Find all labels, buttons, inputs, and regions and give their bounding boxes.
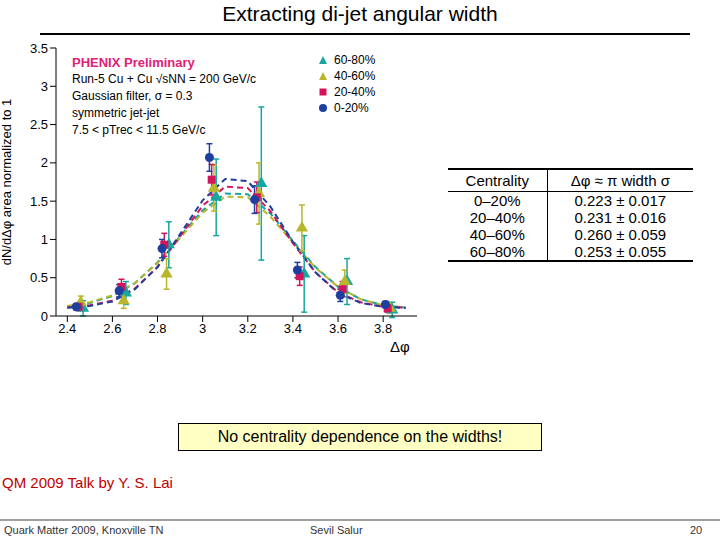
html-text:Gaussian filter, σ = 0.3: Gaussian filter, σ = 0.3 [72, 89, 193, 103]
html-text:20–40%: 20–40% [469, 209, 525, 226]
svg-text:3.6: 3.6 [329, 321, 347, 336]
html-text:Extracting di-jet angular widt: Extracting di-jet angular width [222, 2, 498, 25]
html-text:Run-5 Cu + Cu √sNN = 200 GeV/c: Run-5 Cu + Cu √sNN = 200 GeV/c [72, 72, 256, 86]
svg-text:2.5: 2.5 [30, 117, 48, 132]
html-text:20-40%: 20-40% [334, 85, 376, 99]
html-text:0–20%: 0–20% [473, 192, 521, 209]
svg-text:3.4: 3.4 [284, 321, 302, 336]
html-text:0.253 ± 0.055: 0.253 ± 0.055 [574, 243, 667, 260]
svg-text:0: 0 [41, 309, 48, 324]
html-text:Δφ: Δφ [390, 338, 410, 355]
svg-text:3: 3 [199, 321, 206, 336]
html-text:60-80%: 60-80% [334, 53, 376, 67]
svg-text:3: 3 [41, 79, 48, 94]
svg-text:2.6: 2.6 [103, 321, 121, 336]
html-text:0-20%: 0-20% [334, 101, 369, 115]
html-text:PHENIX Preliminary: PHENIX Preliminary [72, 55, 195, 70]
html-text:0.223 ± 0.017: 0.223 ± 0.017 [574, 192, 667, 209]
svg-text:2.8: 2.8 [148, 321, 166, 336]
html-text:7.5 < pTrec < 11.5 GeV/c: 7.5 < pTrec < 11.5 GeV/c [72, 123, 206, 137]
html-text:QM 2009 Talk by Y. S. Lai: QM 2009 Talk by Y. S. Lai [2, 474, 173, 491]
svg-text:3.2: 3.2 [239, 321, 257, 336]
svg-text:2.4: 2.4 [58, 321, 76, 336]
html-text:Quark Matter 2009, Knoxville T: Quark Matter 2009, Knoxville TN [4, 524, 164, 536]
svg-text:3.5: 3.5 [30, 41, 48, 56]
html-text:0.231 ± 0.016: 0.231 ± 0.016 [574, 209, 667, 226]
html-text:40-60%: 40-60% [334, 69, 376, 83]
svg-text:2: 2 [41, 155, 48, 170]
html-text:60–80%: 60–80% [469, 243, 525, 260]
html-text:40–60%: 40–60% [469, 226, 525, 243]
html-text:0.260 ± 0.059: 0.260 ± 0.059 [574, 226, 667, 243]
svg-text:dN/dΔφ area normalized to 1: dN/dΔφ area normalized to 1 [8, 99, 14, 266]
svg-text:3.8: 3.8 [374, 321, 392, 336]
html-text:Centrality: Centrality [465, 172, 529, 189]
svg-text:0.5: 0.5 [30, 270, 48, 285]
html-text:Sevil Salur: Sevil Salur [310, 524, 363, 536]
html-text:Δφ ≈ π width σ: Δφ ≈ π width σ [570, 172, 670, 189]
svg-text:1: 1 [41, 232, 48, 247]
html-text:20: 20 [690, 524, 703, 536]
svg-text:1.5: 1.5 [30, 194, 48, 209]
html-text:No centrality dependence on th: No centrality dependence on the widths! [217, 428, 503, 445]
html-text:symmetric jet-jet: symmetric jet-jet [72, 106, 160, 120]
